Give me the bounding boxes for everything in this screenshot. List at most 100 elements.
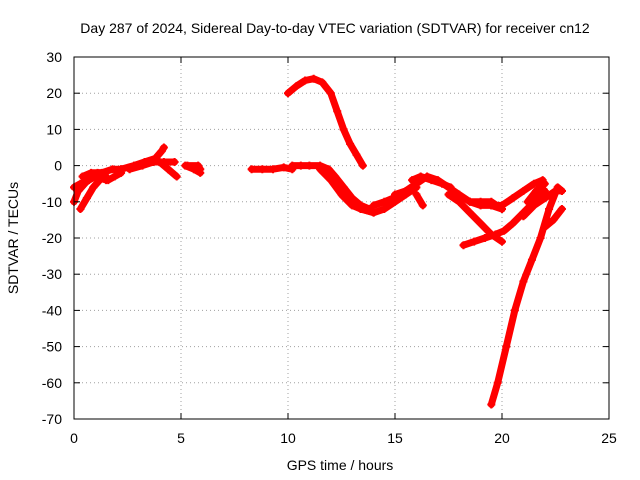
data-point (125, 165, 134, 174)
data-point (416, 172, 425, 181)
chart-title: Day 287 of 2024, Sidereal Day-to-day VTE… (80, 20, 590, 36)
y-tick-label: -50 (42, 339, 62, 355)
data-point (549, 215, 558, 224)
data-point (76, 205, 85, 214)
data-point (170, 157, 179, 166)
data-point (557, 205, 566, 214)
y-tick-label: -40 (42, 302, 62, 318)
data-point (326, 176, 335, 185)
data-point (545, 205, 554, 214)
data-point (408, 176, 417, 185)
data-point (438, 179, 447, 188)
series-arc24 (487, 183, 566, 409)
data-point (498, 237, 506, 246)
series-arc26 (519, 186, 566, 221)
data-point (196, 165, 205, 174)
series-arc19 (412, 190, 427, 210)
data-point (144, 157, 153, 166)
data-point (339, 125, 348, 134)
data-point (519, 212, 528, 221)
data-point (164, 165, 173, 174)
data-point (348, 201, 357, 210)
data-point (540, 186, 549, 195)
y-tick-label: -20 (42, 230, 62, 246)
data-point (480, 234, 489, 242)
x-tick-label: 25 (601, 430, 617, 446)
data-point (104, 176, 113, 185)
data-point (279, 163, 288, 172)
data-point (540, 194, 549, 203)
data-point (324, 165, 333, 174)
x-tick-label: 20 (494, 430, 510, 446)
data-point (380, 197, 389, 206)
data-point (493, 378, 502, 387)
x-axis-label: GPS time / hours (287, 457, 394, 473)
data-point (476, 197, 485, 206)
data-point (108, 165, 117, 174)
y-axis-label: SDTVAR / TECUs (5, 182, 21, 294)
data-point (288, 161, 297, 170)
data-point (138, 161, 147, 170)
ticks (73, 56, 610, 420)
x-tick-label: 10 (280, 430, 296, 446)
y-tick-label: -30 (42, 266, 62, 282)
data-point (339, 183, 348, 192)
y-tick-label: -10 (42, 194, 62, 210)
data-point (532, 186, 541, 195)
data-point (301, 76, 310, 85)
data-point (427, 176, 436, 185)
series-line (412, 191, 427, 209)
data-point (76, 179, 85, 188)
x-tick-label: 15 (387, 430, 403, 446)
y-tick-label: -70 (42, 411, 62, 427)
y-tick-label: -60 (42, 375, 62, 391)
data-point (487, 400, 496, 409)
data-point (401, 186, 410, 195)
x-tick-label: 5 (177, 430, 185, 446)
data-point (465, 197, 474, 206)
series-arc25 (523, 179, 549, 206)
grid (74, 57, 609, 419)
data-point (305, 161, 314, 170)
y-tick-label: 10 (46, 121, 62, 137)
data-point (412, 190, 421, 199)
series-arc13 (284, 74, 367, 170)
data-point (87, 168, 96, 177)
data-point (510, 306, 519, 315)
data-point (78, 172, 87, 181)
data-point (316, 165, 325, 174)
series-arc27 (540, 205, 566, 232)
data-point (530, 201, 539, 210)
data-point (369, 201, 378, 210)
data-point (82, 194, 91, 203)
series-line (487, 183, 566, 408)
data-point (527, 255, 536, 264)
data-point (159, 143, 168, 152)
data-point (519, 186, 528, 195)
data-point (446, 183, 455, 192)
data-point (508, 194, 517, 203)
data-point (470, 237, 479, 246)
data-point (117, 165, 126, 174)
series-arc16 (369, 194, 397, 210)
series-arc18 (408, 172, 455, 192)
data-point (418, 201, 427, 210)
y-tick-label: 0 (54, 158, 62, 174)
data-point (183, 161, 192, 170)
data-point (97, 168, 106, 177)
data-point (369, 208, 378, 217)
data-point (500, 226, 509, 235)
data-point (269, 165, 278, 174)
data-point (258, 165, 267, 174)
series-line (288, 162, 373, 213)
data-point (292, 81, 301, 90)
data-point (331, 172, 340, 181)
data-point (455, 197, 464, 206)
y-tick-label: 30 (46, 49, 62, 65)
data-point (557, 186, 566, 195)
data-point (110, 172, 119, 181)
data-point (465, 208, 474, 217)
data-point (519, 277, 528, 286)
data-point (172, 172, 181, 181)
data-point (491, 230, 500, 239)
